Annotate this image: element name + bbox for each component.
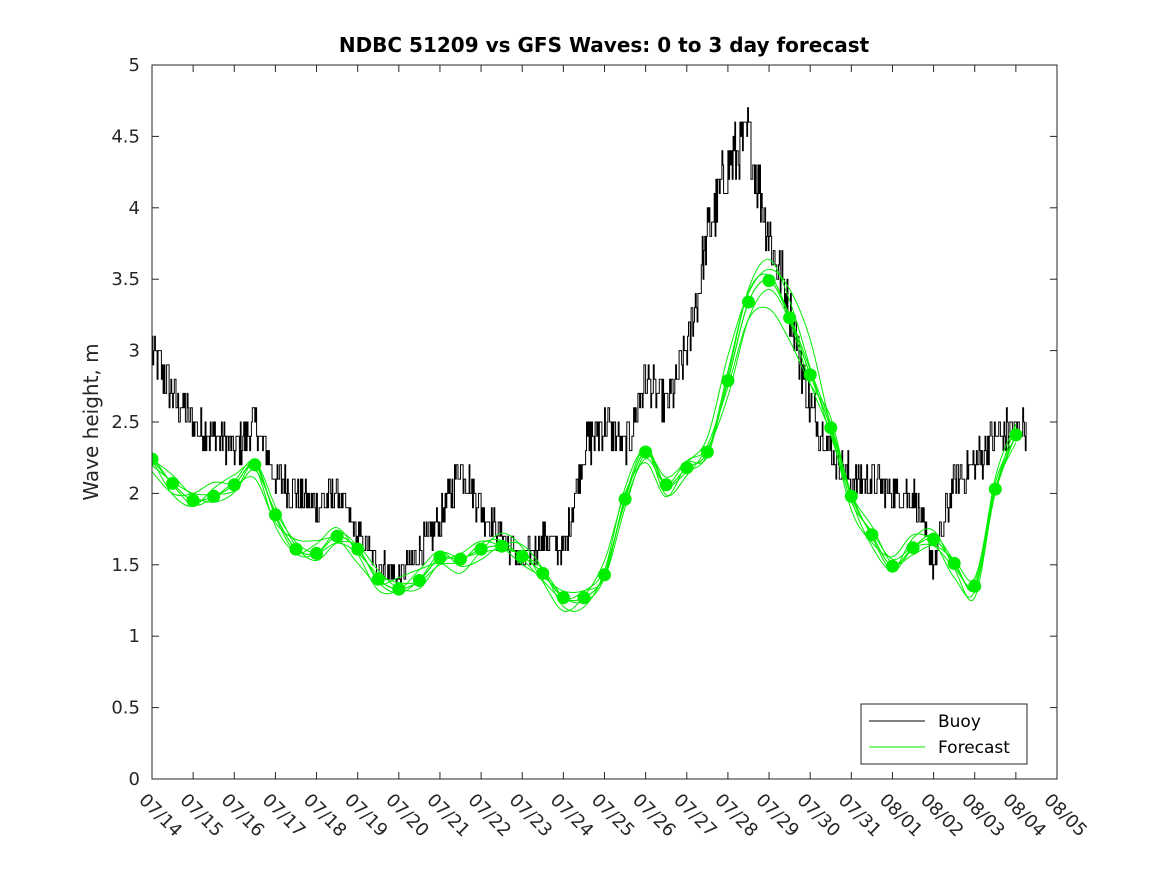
forecast-point bbox=[248, 458, 262, 472]
forecast-point bbox=[680, 461, 694, 475]
forecast-point bbox=[289, 542, 303, 556]
forecast-point bbox=[207, 489, 221, 503]
forecast-point bbox=[166, 476, 180, 490]
forecast-point bbox=[659, 478, 673, 492]
forecast-point bbox=[598, 568, 611, 582]
forecast-point bbox=[824, 421, 838, 435]
y-tick-label: 2 bbox=[129, 483, 140, 504]
y-tick-label: 3.5 bbox=[111, 269, 140, 290]
forecast-run-line bbox=[152, 268, 1017, 612]
forecast-point bbox=[803, 368, 817, 382]
forecast-point bbox=[947, 556, 961, 570]
y-axis: 0 0.5 1 1.5 2 2.5 3 3.5 4 4.5 5 bbox=[111, 55, 1057, 790]
legend-box bbox=[860, 703, 1028, 765]
legend-forecast-label: Forecast bbox=[938, 738, 1010, 758]
forecast-point bbox=[433, 551, 447, 565]
forecast-point bbox=[968, 579, 982, 593]
forecast-point bbox=[783, 311, 797, 325]
forecast-point bbox=[762, 274, 776, 288]
y-tick-label: 4 bbox=[129, 198, 140, 219]
forecast-point bbox=[536, 566, 550, 580]
forecast-point bbox=[742, 295, 755, 309]
forecast-point bbox=[906, 541, 920, 555]
forecast-point bbox=[721, 374, 735, 388]
forecast-point bbox=[700, 445, 714, 459]
y-tick-label: 1 bbox=[129, 626, 140, 647]
forecast-point bbox=[556, 591, 570, 605]
forecast-point bbox=[330, 529, 344, 543]
legend: Buoy Forecast bbox=[860, 703, 1028, 765]
forecast-point bbox=[865, 528, 879, 542]
forecast-point bbox=[474, 542, 488, 556]
forecast-point bbox=[495, 539, 509, 553]
forecast-point bbox=[227, 478, 241, 492]
forecast-point bbox=[152, 452, 159, 466]
forecast-point bbox=[577, 591, 591, 605]
y-tick-label: 2.5 bbox=[111, 412, 140, 433]
buoy-line bbox=[152, 107, 1027, 594]
forecast-point bbox=[371, 572, 385, 586]
y-tick-label: 5 bbox=[129, 55, 140, 76]
y-tick-label: 0.5 bbox=[111, 698, 140, 719]
y-tick-label: 3 bbox=[129, 341, 140, 362]
y-tick-label: 0 bbox=[129, 769, 140, 790]
forecast-point bbox=[454, 552, 467, 566]
forecast-point bbox=[886, 559, 899, 573]
series-layer bbox=[152, 107, 1027, 612]
chart-title: NDBC 51209 vs GFS Waves: 0 to 3 day fore… bbox=[339, 33, 870, 57]
forecast-point bbox=[310, 546, 323, 560]
forecast-point bbox=[392, 582, 406, 596]
forecast-point bbox=[844, 489, 858, 503]
forecast-point bbox=[412, 574, 426, 587]
forecast-point bbox=[639, 445, 653, 459]
forecast-point bbox=[618, 492, 632, 506]
forecast-point bbox=[1009, 428, 1023, 442]
y-axis-label: Wave height, m bbox=[79, 343, 103, 500]
forecast-point bbox=[927, 532, 941, 546]
legend-buoy-label: Buoy bbox=[938, 712, 981, 732]
y-tick-label: 1.5 bbox=[111, 555, 140, 576]
y-tick-label: 4.5 bbox=[111, 126, 140, 147]
forecast-point bbox=[988, 482, 1002, 496]
forecast-point bbox=[515, 549, 529, 563]
forecast-point bbox=[351, 542, 365, 556]
forecast-point bbox=[268, 508, 282, 522]
forecast-point bbox=[186, 494, 200, 507]
